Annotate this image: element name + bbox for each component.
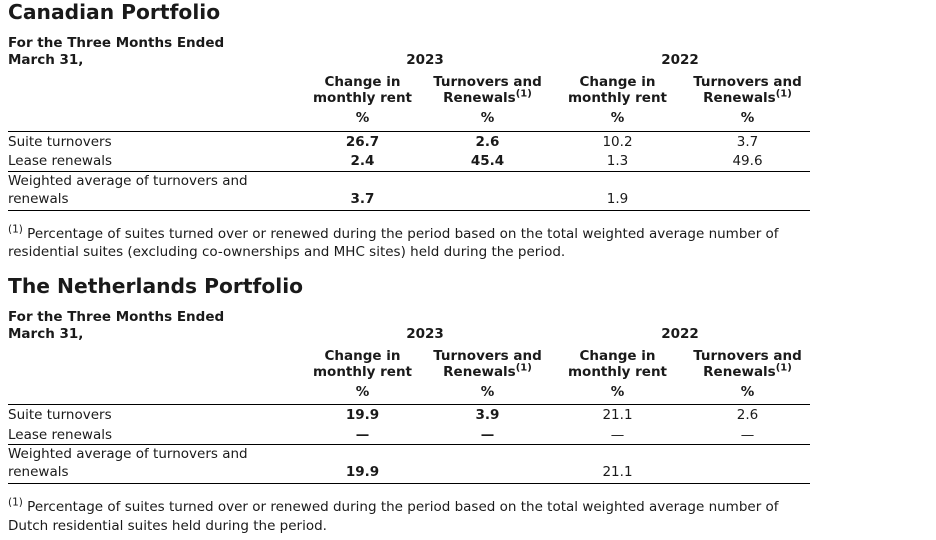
row-label: Lease renewals — [8, 152, 300, 172]
value-cell — [685, 171, 810, 211]
row-label: Weighted average of turnovers and renewa… — [8, 171, 300, 211]
value-cell: 26.7 — [345, 133, 380, 150]
table-caption-cell: For the Three Months Ended March 31, — [8, 308, 300, 405]
footnote: (1) Percentage of suites turned over or … — [8, 223, 793, 262]
unit-label: % — [425, 106, 550, 132]
column-header: Turnovers and Renewals(1) — [425, 343, 550, 380]
unit-label: % — [685, 106, 810, 132]
value-cell: 3.7 — [300, 171, 425, 211]
value-cell — [425, 171, 550, 211]
footnote: (1) Percentage of suites turned over or … — [8, 496, 793, 535]
column-header: Turnovers and Renewals(1) — [425, 69, 550, 106]
column-header: Change in monthly rent — [550, 69, 685, 106]
value-cell — [685, 444, 810, 484]
row-label: Suite turnovers — [8, 133, 112, 150]
value-cell: — — [550, 425, 685, 445]
unit-label: % — [550, 379, 685, 405]
value-cell: 45.4 — [425, 152, 550, 172]
column-header: Turnovers and Renewals(1) — [685, 69, 810, 106]
footnote-marker: (1) — [515, 88, 532, 100]
footnote-marker: (1) — [8, 496, 23, 509]
column-header-label: Change in monthly rent — [567, 347, 668, 380]
table-row: Suite turnovers 19.9 3.9 21.1 2.6 — [8, 405, 810, 426]
column-header-label: Change in monthly rent — [312, 347, 413, 380]
table-caption: For the Three Months Ended March 31, — [8, 308, 225, 342]
footnote-marker: (1) — [8, 223, 23, 235]
column-header: Change in monthly rent — [550, 343, 685, 380]
value-cell: — — [685, 425, 810, 445]
table-caption: For the Three Months Ended March 31, — [8, 35, 225, 68]
column-header: Turnovers and Renewals(1) — [685, 343, 810, 380]
column-header: Change in monthly rent — [300, 69, 425, 106]
unit-label: % — [300, 106, 425, 132]
unit-label: % — [425, 379, 550, 405]
footnote-marker: (1) — [775, 362, 792, 373]
value-cell: 21.1 — [602, 407, 633, 424]
canadian-portfolio-table: For the Three Months Ended March 31, 202… — [8, 35, 810, 211]
column-header-label: Change in monthly rent — [567, 74, 668, 106]
value-cell: 1.9 — [550, 171, 685, 211]
footnote-marker: (1) — [515, 362, 532, 373]
table-row: Weighted average of turnovers and renewa… — [8, 171, 810, 211]
unit-label: % — [685, 379, 810, 405]
canadian-portfolio-section: Canadian Portfolio For the Three Months … — [8, 0, 936, 262]
row-label: Suite turnovers — [8, 407, 112, 424]
value-cell: 2.4 — [300, 152, 425, 172]
column-header-label: Turnovers and Renewals — [693, 347, 802, 380]
year-group-2023: 2023 — [406, 325, 444, 342]
column-header-label: Turnovers and Renewals — [433, 347, 542, 380]
section-title: The Netherlands Portfolio — [8, 273, 304, 298]
section-title: Canadian Portfolio — [8, 0, 221, 24]
value-cell: 49.6 — [685, 152, 810, 172]
unit-label: % — [300, 379, 425, 405]
unit-label: % — [550, 106, 685, 132]
netherlands-portfolio-table: For the Three Months Ended March 31, 202… — [8, 308, 810, 484]
value-cell: 21.1 — [550, 444, 685, 484]
year-group-2023: 2023 — [406, 52, 444, 68]
row-label: Weighted average of turnovers and renewa… — [8, 444, 300, 484]
year-group-2022: 2022 — [661, 325, 699, 342]
table-row: Lease renewals 2.4 45.4 1.3 49.6 — [8, 152, 810, 172]
column-header-label: Turnovers and Renewals — [433, 74, 542, 106]
table-row: Weighted average of turnovers and renewa… — [8, 444, 810, 484]
value-cell: — — [300, 425, 425, 445]
table-row: Lease renewals — — — — — [8, 425, 810, 445]
value-cell: 3.7 — [736, 133, 759, 150]
column-header-label: Change in monthly rent — [312, 74, 413, 106]
value-cell: 3.9 — [475, 407, 500, 424]
year-group-2022: 2022 — [661, 52, 699, 68]
table-caption-cell: For the Three Months Ended March 31, — [8, 35, 300, 132]
value-cell: — — [425, 425, 550, 445]
netherlands-portfolio-section: The Netherlands Portfolio For the Three … — [8, 273, 936, 536]
value-cell: 1.3 — [550, 152, 685, 172]
column-header-label: Turnovers and Renewals — [693, 74, 802, 106]
footnote-text: Percentage of suites turned over or rene… — [8, 225, 779, 261]
value-cell: 2.6 — [475, 133, 500, 150]
value-cell: 2.6 — [736, 407, 759, 424]
value-cell: 19.9 — [345, 407, 380, 424]
value-cell — [425, 444, 550, 484]
row-label: Lease renewals — [8, 425, 300, 445]
column-header: Change in monthly rent — [300, 343, 425, 380]
table-row: Suite turnovers 26.7 2.6 10.2 3.7 — [8, 131, 810, 152]
value-cell: 19.9 — [300, 444, 425, 484]
value-cell: 10.2 — [602, 133, 633, 150]
footnote-marker: (1) — [775, 88, 792, 100]
footnote-text: Percentage of suites turned over or rene… — [8, 499, 779, 534]
